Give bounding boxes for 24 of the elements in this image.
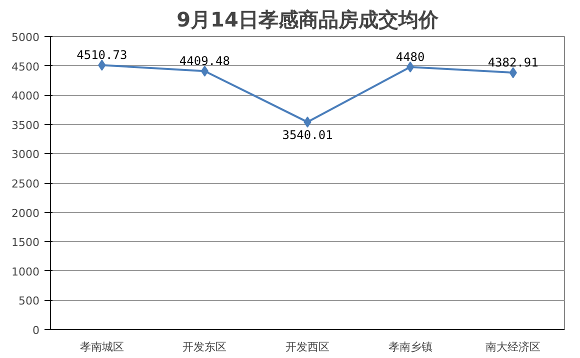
x-tick-label: 南大经济区: [486, 340, 541, 354]
y-tick-label: 500: [18, 294, 40, 308]
y-tick-label: 4000: [12, 90, 40, 103]
x-tick-label: 开发东区: [182, 340, 227, 354]
text: 3540.01: [282, 128, 333, 142]
x-tick-label: 孝南城区: [80, 340, 124, 354]
y-tick-label: 3000: [12, 148, 40, 162]
text: 4409.48: [179, 54, 230, 68]
y-tick-label: 2000: [12, 206, 40, 220]
y-tick-label: 5000: [12, 31, 40, 44]
y-tick-label: 1500: [12, 236, 40, 250]
y-tick-label: 4500: [12, 60, 40, 74]
chart-title: 9月14日孝感商品房成交均价: [176, 8, 440, 32]
x-tick-label: 开发西区: [286, 340, 330, 354]
text: 4510.73: [76, 48, 128, 62]
point: [406, 61, 414, 72]
y-tick-label: 3500: [12, 118, 40, 132]
text: 4382.91: [488, 56, 538, 70]
text: 4480: [396, 50, 425, 64]
point: [200, 66, 209, 77]
y-tick-label: 2500: [12, 178, 40, 190]
y-tick-label: 1000: [12, 265, 40, 278]
x-tick-label: 孝南乡镇: [388, 340, 432, 354]
y-tick-label: 0: [32, 324, 40, 337]
